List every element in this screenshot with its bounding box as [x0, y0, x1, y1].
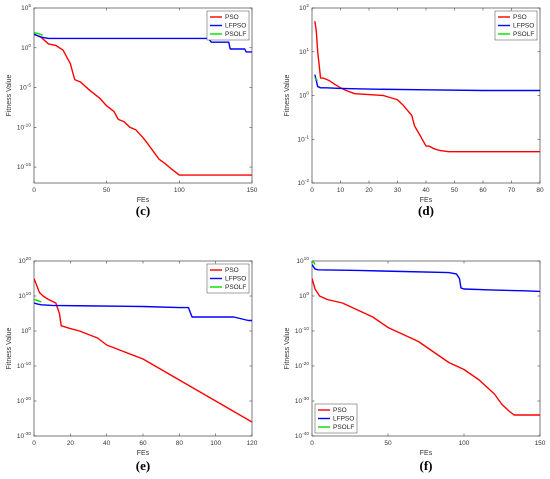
x-tick-label: 20 — [365, 187, 373, 194]
y-tick-label: 10-15 — [17, 162, 31, 171]
x-axis-label: FEs — [137, 450, 150, 457]
x-tick-label: 120 — [247, 440, 258, 447]
x-tick-label: 70 — [508, 187, 516, 194]
x-tick-label: 0 — [310, 187, 314, 194]
panel-label: (d) — [418, 203, 434, 218]
y-tick-label: 10-1 — [298, 134, 310, 143]
series-group — [34, 31, 252, 176]
y-tick-label: 100 — [299, 291, 309, 300]
y-tick-label: 10-30 — [17, 431, 31, 440]
y-axis-label: Fitness Value — [284, 327, 291, 369]
series-group — [314, 21, 540, 153]
series-line-psolf — [314, 77, 319, 82]
x-axis-label: FEs — [420, 197, 433, 204]
y-tick-label: 10-2 — [298, 178, 310, 187]
chart-panel: 0 50 100 150 10-40 10-30 10-20 10-10 100 1010 FEs F… — [284, 256, 546, 473]
legend-label: PSOLF — [513, 31, 534, 38]
x-tick-label: 80 — [176, 440, 184, 447]
x-tick-label: 0 — [32, 440, 36, 447]
legend-label: LFPSO — [333, 416, 354, 423]
y-tick-label: 105 — [21, 3, 31, 12]
y-tick-label: 100 — [299, 91, 309, 100]
chart-panel: 0 10 20 30 40 50 60 70 80 10-2 10-1 100 101 102 FEs Fit… — [284, 3, 544, 218]
legend-label: PSOLF — [225, 31, 246, 38]
x-tick-label: 0 — [310, 440, 314, 447]
x-tick-label: 20 — [67, 440, 75, 447]
x-tick-label: 150 — [247, 187, 258, 194]
x-tick-label: 50 — [103, 187, 111, 194]
panel-label: (c) — [136, 203, 150, 218]
panel-label: (f) — [420, 458, 433, 473]
series-line-pso — [312, 278, 540, 416]
x-tick-label: 50 — [451, 187, 459, 194]
series-line-psolf — [34, 298, 42, 303]
series-line-lfpso — [312, 264, 540, 293]
y-tick-label: 100 — [21, 326, 31, 335]
chart-panel: 0 50 100 150 10-15 10-10 10-5 100 105 FEs Fitness … — [6, 3, 258, 218]
x-tick-label: 40 — [422, 187, 430, 194]
x-axis-label: FEs — [137, 197, 150, 204]
y-tick-label: 10-10 — [17, 122, 31, 131]
x-tick-label: 10 — [337, 187, 345, 194]
legend-label: LFPSO — [513, 23, 534, 30]
series-line-pso — [34, 278, 252, 423]
y-tick-label: 101 — [299, 47, 309, 56]
y-axis-label: Fitness Value — [6, 74, 13, 116]
y-tick-label: 10-10 — [295, 326, 309, 335]
series-line-psolf — [312, 261, 316, 265]
x-tick-label: 30 — [394, 187, 402, 194]
x-tick-label: 50 — [384, 440, 392, 447]
legend-label: PSO — [225, 267, 239, 274]
legend-label: PSOLF — [225, 284, 246, 291]
y-tick-label: 10-5 — [20, 83, 32, 92]
legend-label: PSOLF — [333, 424, 354, 431]
series-line-pso — [314, 21, 540, 153]
legend-label: PSO — [225, 14, 239, 21]
x-tick-label: 150 — [535, 440, 546, 447]
series-line-lfpso — [34, 33, 252, 53]
x-tick-label: 60 — [139, 440, 147, 447]
y-tick-label: 1020 — [18, 256, 31, 265]
y-tick-label: 10-30 — [295, 396, 309, 405]
y-tick-label: 10-20 — [295, 361, 309, 370]
y-tick-label: 102 — [299, 3, 309, 12]
series-group — [312, 261, 540, 416]
chart-panel: 0 20 40 60 80 100 120 10-30 10-20 10-10 100 1010 102… — [6, 256, 258, 473]
x-tick-label: 0 — [32, 187, 36, 194]
y-tick-label: 1010 — [296, 256, 309, 265]
x-axis-label: FEs — [420, 450, 433, 457]
y-tick-label: 10-40 — [295, 431, 309, 440]
x-tick-label: 80 — [536, 187, 544, 194]
y-tick-label: 100 — [21, 43, 31, 52]
y-axis-label: Fitness Value — [6, 327, 13, 369]
legend-label: LFPSO — [225, 23, 246, 30]
series-line-lfpso — [34, 302, 252, 322]
y-tick-label: 10-10 — [17, 361, 31, 370]
legend-label: PSO — [513, 14, 527, 21]
y-tick-label: 1010 — [18, 291, 31, 300]
panel-label: (e) — [136, 458, 150, 473]
legend-label: LFPSO — [225, 276, 246, 283]
x-tick-label: 60 — [479, 187, 487, 194]
legend-label: PSO — [333, 407, 347, 414]
x-tick-label: 100 — [210, 440, 221, 447]
series-line-pso — [34, 33, 252, 176]
y-tick-label: 10-20 — [17, 396, 31, 405]
x-tick-label: 40 — [103, 440, 111, 447]
x-tick-label: 100 — [459, 440, 470, 447]
x-tick-label: 100 — [174, 187, 185, 194]
series-line-lfpso — [314, 74, 540, 92]
y-axis-label: Fitness Value — [284, 74, 291, 116]
series-line-psolf — [34, 31, 43, 36]
series-group — [34, 278, 252, 423]
